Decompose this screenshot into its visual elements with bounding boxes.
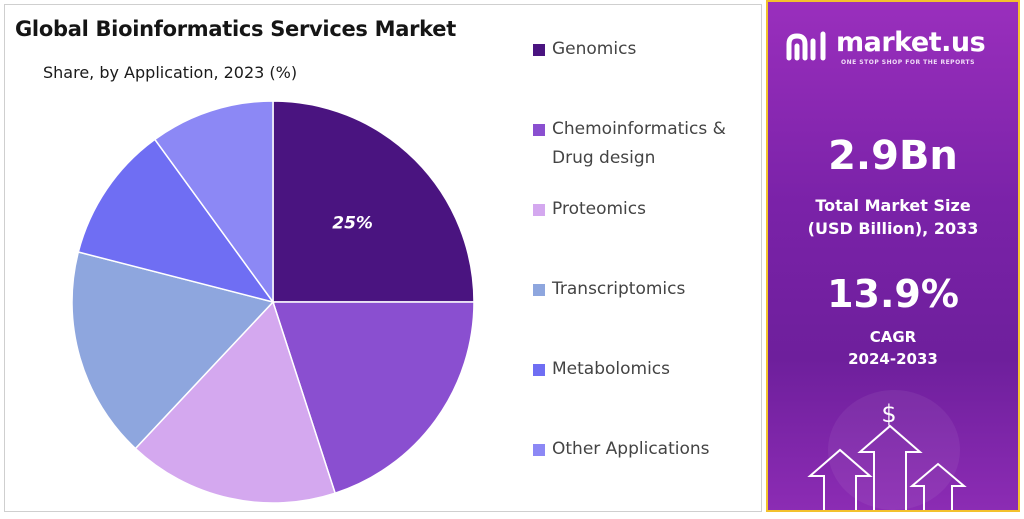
chart-title: Global Bioinformatics Services Market — [15, 17, 456, 41]
pie-slice-3 — [71, 251, 275, 450]
cagr-period: 2024-2033 — [848, 350, 938, 368]
pie-slice-0 — [272, 100, 475, 303]
cagr-label: CAGR — [869, 328, 917, 346]
legend-label: Other Applications — [552, 439, 710, 459]
legend-swatch — [533, 444, 545, 456]
legend-label: Transcriptomics — [552, 279, 686, 299]
market-summary-panel: market.us ONE STOP SHOP FOR THE REPORTS … — [766, 0, 1020, 512]
legend-swatch — [533, 284, 545, 296]
pie-slice-2 — [134, 300, 337, 504]
legend-swatch — [533, 204, 545, 216]
legend-label: Metabolomics — [552, 359, 671, 379]
panel-border — [766, 0, 1020, 512]
legend-label: Proteomics — [552, 199, 646, 219]
brand-name: market.us — [836, 27, 986, 58]
market-size-value: 2.9Bn — [828, 133, 958, 179]
chart-card: Global Bioinformatics Services Market Sh… — [4, 4, 762, 512]
pie-data-label-0: 25% — [332, 213, 373, 233]
legend-swatch — [533, 44, 545, 56]
legend-label: Genomics — [552, 39, 637, 59]
chart-subtitle: Share, by Application, 2023 (%) — [43, 63, 298, 82]
brand-tagline: ONE STOP SHOP FOR THE REPORTS — [841, 59, 975, 66]
legend-swatch — [533, 364, 545, 376]
dollar-icon: $ — [881, 400, 896, 428]
growth-arrows-icon: $ — [807, 390, 967, 512]
market-size-label-unit: (USD Billion), 2033 — [807, 219, 979, 238]
pie-slice-5 — [153, 100, 274, 305]
legend-swatch — [533, 124, 545, 136]
pie-slice-1 — [271, 301, 475, 495]
legend-label: Chemoinformatics & Drug design — [552, 119, 726, 168]
pie-chart: 25% — [71, 100, 475, 504]
logo-icon — [786, 31, 826, 61]
market-size-label: Total Market Size — [815, 196, 971, 215]
pie-slice-4 — [77, 138, 275, 304]
cagr-value: 13.9% — [827, 272, 959, 316]
